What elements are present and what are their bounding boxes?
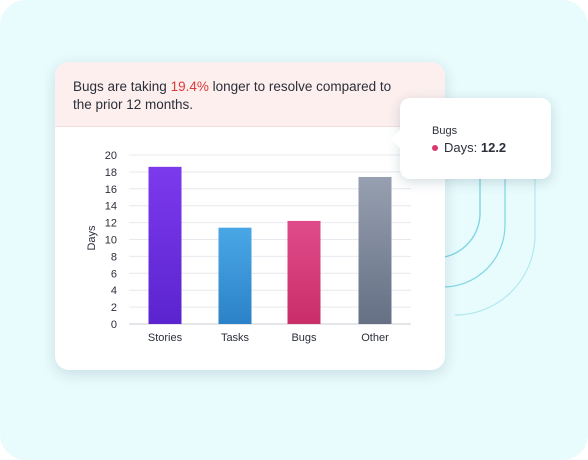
- tooltip-series-label: Days:: [444, 140, 478, 155]
- insight-highlight: 19.4%: [170, 79, 209, 94]
- insight-text: Bugs are taking 19.4% longer to resolve …: [73, 78, 413, 114]
- bar-stories[interactable]: [148, 166, 182, 324]
- y-tick-label: 4: [111, 285, 117, 297]
- bar-bugs[interactable]: [287, 220, 321, 324]
- decor-arc-3: [454, 178, 536, 316]
- decor-arc-2: [442, 175, 506, 288]
- tooltip: Bugs Days: 12.2: [400, 98, 551, 179]
- y-tick-label: 14: [105, 201, 117, 213]
- tooltip-title: Bugs: [432, 125, 458, 137]
- y-tick-label: 6: [111, 268, 117, 280]
- y-tick-label: 8: [111, 251, 117, 263]
- tooltip-value: 12.2: [480, 140, 507, 155]
- y-axis-label: Days: [86, 225, 98, 251]
- chart-card: Bugs are taking 19.4% longer to resolve …: [55, 62, 445, 370]
- bars: [148, 166, 392, 324]
- y-tick-label: 2: [111, 302, 117, 314]
- series-dot-icon: [432, 144, 438, 151]
- insight-suffix: longer to resolve compared to the prior …: [73, 79, 392, 112]
- y-axis-ticks: 0 2 4 6 8 10 12 14 16 18 20: [105, 150, 117, 331]
- y-tick-label: 12: [105, 218, 117, 230]
- tooltip-pointer: [390, 129, 401, 149]
- x-tick-label: Tasks: [221, 332, 250, 344]
- y-tick-label: 10: [105, 235, 117, 247]
- x-axis-labels: Stories Tasks Bugs Other: [148, 332, 389, 344]
- y-tick-label: 20: [105, 150, 117, 162]
- y-tick-label: 16: [105, 184, 117, 196]
- bar-tasks[interactable]: [218, 227, 252, 324]
- x-tick-label: Stories: [148, 332, 183, 344]
- y-tick-label: 18: [105, 167, 117, 179]
- x-tick-label: Bugs: [291, 332, 317, 344]
- insight-banner: Bugs are taking 19.4% longer to resolve …: [55, 62, 445, 127]
- bar-other[interactable]: [358, 176, 392, 324]
- insight-prefix: Bugs are taking: [73, 79, 171, 94]
- tooltip-row: Days: 12.2: [432, 140, 506, 155]
- x-tick-label: Other: [361, 332, 389, 344]
- y-tick-label: 0: [111, 319, 117, 331]
